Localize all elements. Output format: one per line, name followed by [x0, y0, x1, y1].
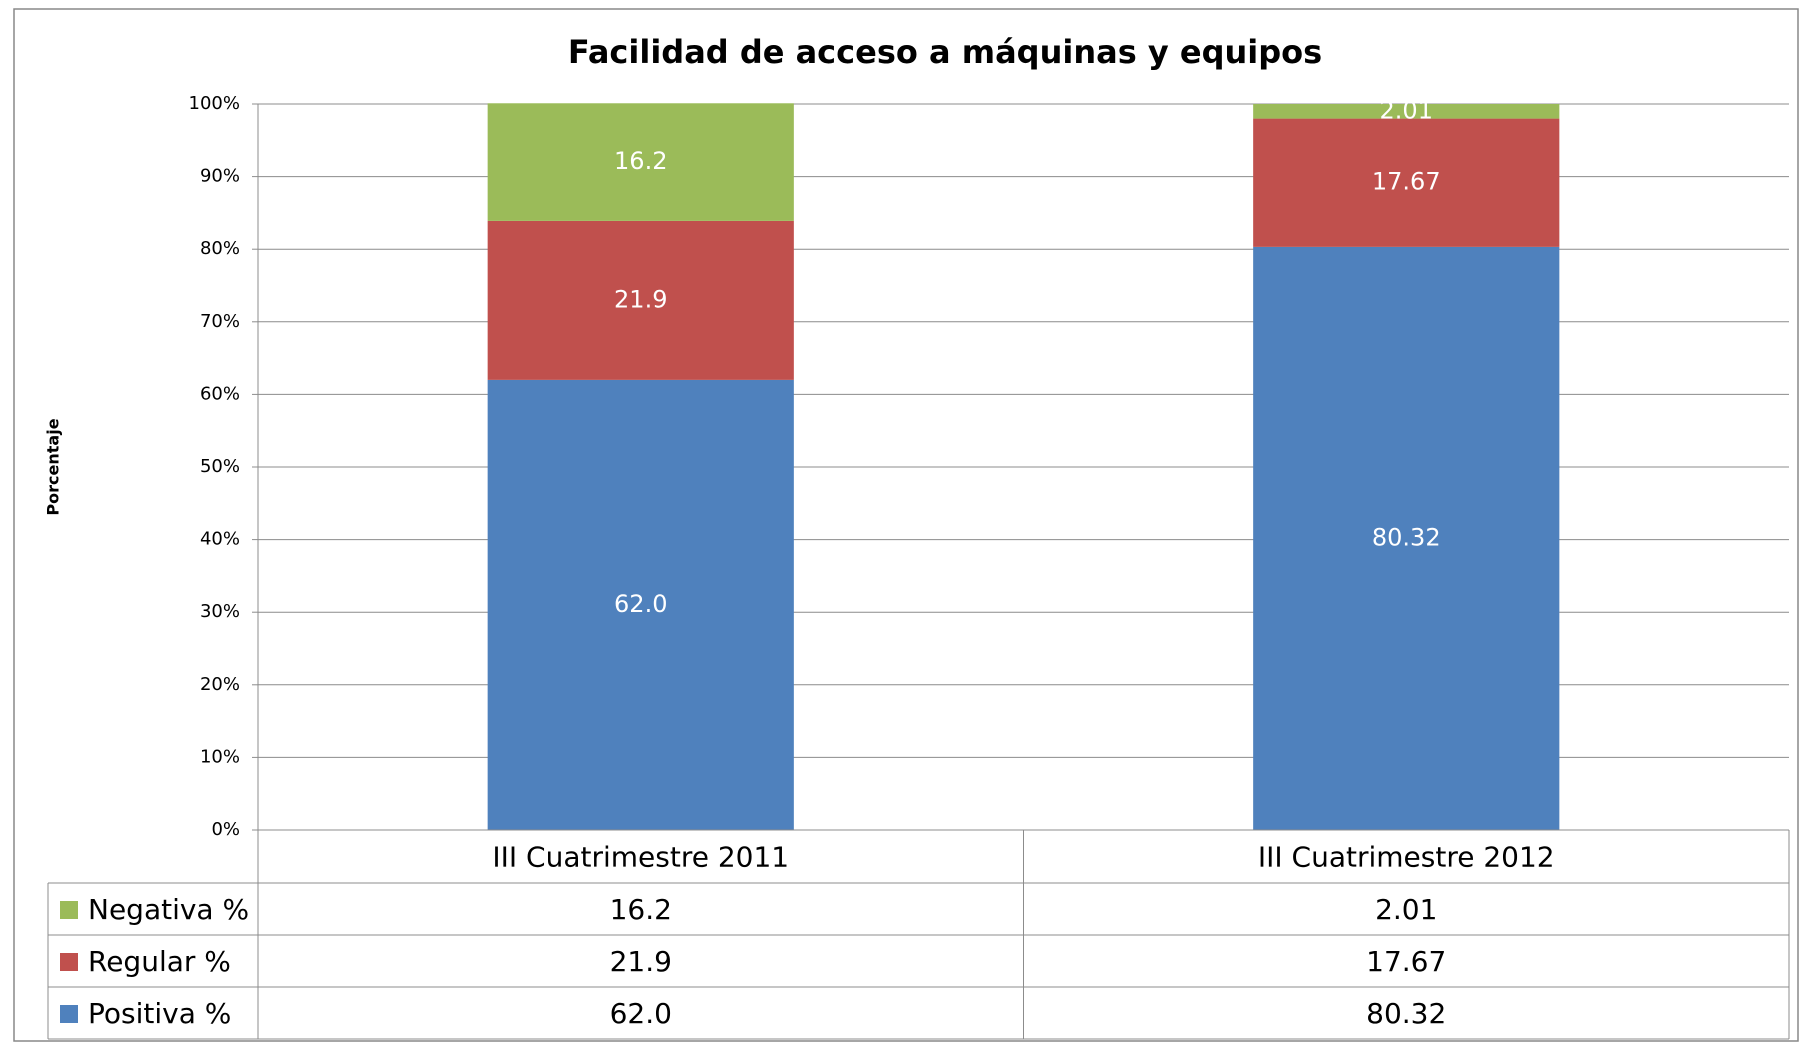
y-tick-label: 20%	[200, 674, 240, 695]
legend-swatch	[60, 1005, 78, 1023]
legend-swatch	[60, 901, 78, 919]
legend-label: Negativa %	[88, 893, 249, 926]
y-axis-label: Porcentaje	[44, 418, 63, 515]
bar-segment	[487, 220, 794, 380]
table-value: 21.9	[610, 945, 672, 978]
y-tick-label: 60%	[200, 383, 240, 404]
legend-swatch	[60, 953, 78, 971]
table-value: 2.01	[1375, 893, 1437, 926]
data-label: 17.67	[1372, 168, 1441, 196]
chart-title: Facilidad de acceso a máquinas y equipos	[568, 33, 1322, 71]
y-tick-label: 40%	[200, 529, 240, 550]
data-label: 16.2	[614, 147, 667, 175]
y-tick-label: 10%	[200, 746, 240, 767]
table-value: 16.2	[610, 893, 672, 926]
legend-label: Positiva %	[88, 997, 231, 1030]
bar-segment	[487, 103, 794, 221]
data-label: 21.9	[614, 285, 667, 313]
table-value: 17.67	[1366, 945, 1446, 978]
x-tick-label: III Cuatrimestre 2011	[492, 841, 789, 874]
y-tick-label: 50%	[200, 456, 240, 477]
bar-segment	[1253, 246, 1560, 830]
y-tick-label: 70%	[200, 311, 240, 332]
legend-label: Regular %	[88, 945, 231, 978]
y-tick-label: 90%	[200, 166, 240, 187]
data-label: 80.32	[1372, 523, 1441, 551]
table-value: 80.32	[1366, 997, 1446, 1030]
bar-segment	[1253, 118, 1560, 247]
y-tick-label: 100%	[189, 93, 240, 114]
table-value: 62.0	[610, 997, 672, 1030]
x-tick-label: III Cuatrimestre 2012	[1258, 841, 1555, 874]
y-tick-label: 30%	[200, 601, 240, 622]
data-label: 2.01	[1380, 96, 1433, 124]
y-tick-label: 0%	[211, 819, 240, 840]
y-tick-label: 80%	[200, 238, 240, 259]
bar-segment	[1253, 104, 1560, 119]
bar-segment	[487, 379, 794, 830]
data-label: 62.0	[614, 590, 667, 618]
